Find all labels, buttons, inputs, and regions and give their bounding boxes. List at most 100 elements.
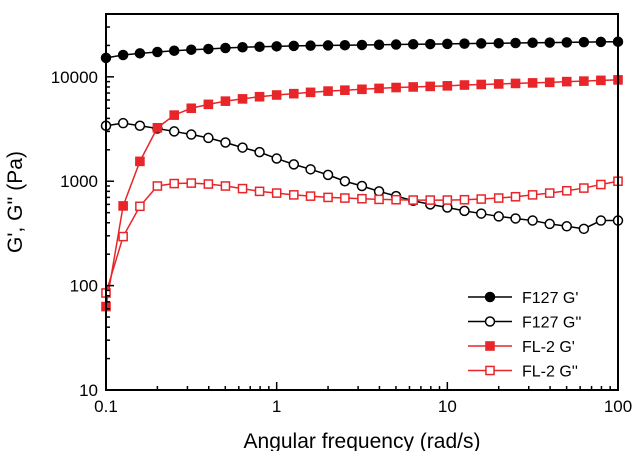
data-point <box>493 193 504 203</box>
data-point <box>407 39 419 50</box>
data-point <box>561 185 572 196</box>
data-point <box>322 169 334 181</box>
legend-marker <box>485 341 495 351</box>
data-point <box>579 183 589 193</box>
data-point <box>134 120 146 132</box>
data-point <box>323 192 333 203</box>
data-point <box>305 87 316 98</box>
data-point <box>391 194 401 205</box>
data-point <box>357 84 367 95</box>
data-point <box>203 179 214 189</box>
data-point <box>459 80 470 90</box>
data-point <box>288 40 300 52</box>
data-point <box>373 39 385 50</box>
data-point <box>561 76 572 87</box>
data-point <box>596 179 606 190</box>
x-tick-label: 1 <box>272 397 281 416</box>
data-point <box>510 191 521 202</box>
data-point <box>271 153 282 164</box>
legend-item: F127 G' <box>468 290 578 307</box>
y-tick-label: 10 <box>79 381 98 400</box>
data-point <box>544 37 555 48</box>
data-point <box>544 188 555 198</box>
y-tick-label: 100 <box>70 277 98 296</box>
data-point <box>237 183 248 194</box>
data-point <box>322 40 334 51</box>
series-3 <box>101 75 623 312</box>
legend-label: FL-2 G'' <box>522 364 578 381</box>
data-point <box>527 78 538 88</box>
data-point <box>561 37 573 48</box>
data-point <box>493 79 504 89</box>
data-point <box>305 191 316 201</box>
legend-marker <box>484 316 496 327</box>
data-point <box>442 38 453 50</box>
y-tick-label: 1000 <box>60 172 98 191</box>
data-point <box>527 215 538 226</box>
data-point <box>476 194 487 204</box>
data-point <box>152 46 163 58</box>
data-point <box>527 37 538 49</box>
data-point <box>186 178 197 188</box>
data-point <box>118 201 128 211</box>
y-tick-label: 10000 <box>51 68 98 87</box>
axis-ticks <box>105 13 619 391</box>
legend-label: FL-2 G' <box>522 339 575 356</box>
data-point <box>203 132 214 144</box>
data-point <box>117 49 129 61</box>
data-point <box>186 44 197 55</box>
legend-label: F127 G' <box>522 290 578 307</box>
data-point <box>186 129 197 140</box>
data-point <box>323 86 333 96</box>
data-point <box>373 186 385 197</box>
data-point <box>237 42 248 53</box>
data-point <box>408 195 419 205</box>
data-point <box>475 208 487 219</box>
data-point <box>169 110 180 120</box>
data-point <box>357 193 367 204</box>
data-point <box>339 175 351 187</box>
data-point <box>134 48 146 59</box>
data-point <box>356 180 368 192</box>
data-point <box>305 40 316 51</box>
data-point <box>135 201 145 212</box>
data-point <box>579 76 589 86</box>
legend-item: FL-2 G'' <box>468 364 578 381</box>
y-axis-title: G', G'' (Pa) <box>4 151 27 253</box>
data-point <box>475 38 487 49</box>
data-point <box>220 137 231 148</box>
data-point <box>544 218 555 230</box>
series-1 <box>100 36 624 64</box>
data-point <box>254 186 265 197</box>
data-point <box>442 81 453 91</box>
data-point <box>391 82 401 93</box>
data-point <box>118 231 128 242</box>
data-point <box>169 178 180 189</box>
data-point <box>203 43 214 55</box>
series-line <box>105 122 618 230</box>
data-point <box>220 181 231 191</box>
data-point <box>340 85 350 95</box>
data-point <box>561 221 573 232</box>
data-point <box>578 223 590 235</box>
data-point <box>374 194 384 205</box>
data-point <box>271 41 282 52</box>
data-point <box>510 213 521 224</box>
data-point <box>510 78 521 89</box>
data-point <box>254 41 265 53</box>
data-point <box>203 99 214 110</box>
legend: F127 G' F127 G'' FL-2 G' FL-2 G'' <box>468 290 581 381</box>
data-point <box>135 156 145 167</box>
x-tick-label: 100 <box>604 397 632 416</box>
data-point <box>288 159 300 170</box>
data-point <box>459 205 470 217</box>
x-tick-label: 10 <box>438 397 457 416</box>
data-point <box>510 37 521 49</box>
plot-marks <box>100 36 624 312</box>
data-point <box>408 82 419 92</box>
data-point <box>237 142 248 153</box>
data-point <box>220 96 231 106</box>
data-point <box>186 103 197 114</box>
data-point <box>305 164 316 175</box>
